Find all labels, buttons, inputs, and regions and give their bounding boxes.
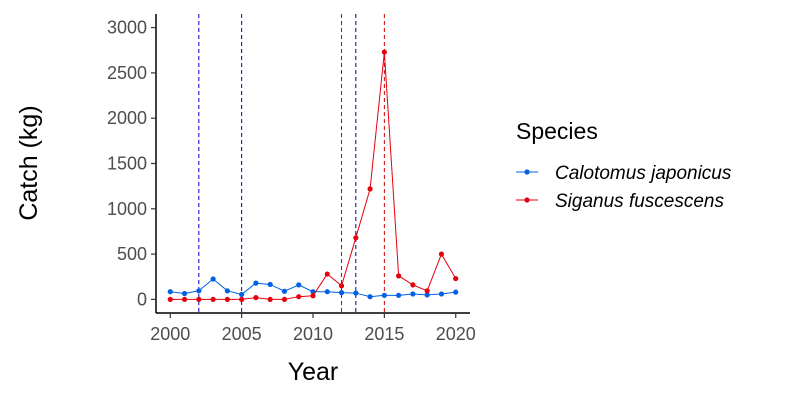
- ticks: 2000 2005 2010 2015 2020 0 500 1000 1500 2000 2500…: [107, 18, 476, 344]
- data-point-siganus-fuscescens-2004: [224, 296, 230, 303]
- series-line-siganus-fuscescens: [170, 52, 457, 300]
- y-tick-label-2500: 2500: [107, 63, 147, 83]
- data-point-siganus-fuscescens-2002: [196, 296, 202, 303]
- data-point-calotomus-japonicus-2014: [367, 294, 373, 300]
- data-point-calotomus-japonicus-2008: [281, 288, 288, 294]
- data-point-siganus-fuscescens-2018: [424, 288, 430, 294]
- legend-item-siganus-fuscescens: Siganus fuscescens: [516, 191, 724, 212]
- y-tick-label-3000: 3000: [107, 18, 147, 38]
- data-point-calotomus-japonicus-2013: [353, 290, 359, 296]
- data-point-siganus-fuscescens-2015: [381, 49, 387, 55]
- data-point-calotomus-japonicus-2000: [167, 289, 173, 295]
- y-tick-label-0: 0: [137, 289, 147, 309]
- data-point-siganus-fuscescens-2010: [310, 293, 316, 299]
- legend-label-calotomus-japonicus: Calotomus japonicus: [555, 163, 732, 184]
- data-point-siganus-fuscescens-2019: [438, 251, 445, 257]
- legend-key-point-siganus-fuscescens: [524, 197, 530, 203]
- data-point-calotomus-japonicus-2011: [324, 289, 330, 295]
- data-point-siganus-fuscescens-2016: [396, 273, 402, 279]
- data-point-calotomus-japonicus-2017: [410, 291, 416, 297]
- data-point-calotomus-japonicus-2003: [210, 276, 216, 282]
- legend-item-calotomus-japonicus: Calotomus japonicus: [516, 163, 732, 184]
- data-point-siganus-fuscescens-2006: [253, 294, 259, 301]
- data-point-calotomus-japonicus-2020: [453, 289, 459, 295]
- data-point-siganus-fuscescens-2013: [353, 235, 359, 241]
- legend-title: Species: [516, 118, 598, 144]
- y-tick-label-2000: 2000: [107, 108, 147, 128]
- data-point-siganus-fuscescens-2007: [267, 296, 273, 303]
- data-point-calotomus-japonicus-2018: [424, 292, 430, 298]
- data-point-calotomus-japonicus-2009: [296, 282, 302, 288]
- legend-key-point-calotomus-japonicus: [524, 169, 530, 175]
- legend-items: Calotomus japonicus Siganus fuscescens: [516, 163, 732, 212]
- data-point-calotomus-japonicus-2012: [338, 290, 345, 296]
- data-point-calotomus-japonicus-2005: [239, 291, 245, 298]
- data-point-calotomus-japonicus-2004: [224, 288, 230, 294]
- data-point-calotomus-japonicus-2001: [181, 290, 188, 297]
- data-point-siganus-fuscescens-2011: [324, 271, 330, 277]
- x-tick-label-2010: 2010: [293, 324, 333, 344]
- legend-label-siganus-fuscescens: Siganus fuscescens: [555, 191, 724, 212]
- axes: [155, 14, 470, 314]
- x-axis-title: Year: [288, 358, 339, 386]
- x-tick-label-2020: 2020: [436, 324, 476, 344]
- data-point-calotomus-japonicus-2019: [438, 291, 445, 297]
- data-point-siganus-fuscescens-2014: [367, 186, 373, 192]
- x-tick-label-2015: 2015: [364, 324, 404, 344]
- data-point-siganus-fuscescens-2020: [453, 275, 459, 282]
- data-point-siganus-fuscescens-2000: [167, 296, 173, 303]
- y-tick-label-500: 500: [117, 244, 147, 264]
- data-point-siganus-fuscescens-2009: [296, 294, 302, 300]
- data-point-siganus-fuscescens-2001: [181, 296, 188, 303]
- data-point-siganus-fuscescens-2005: [239, 296, 245, 303]
- data-point-calotomus-japonicus-2002: [196, 288, 202, 294]
- y-tick-label-1000: 1000: [107, 199, 147, 219]
- x-tick-label-2000: 2000: [150, 324, 190, 344]
- data-point-siganus-fuscescens-2017: [410, 282, 416, 288]
- y-tick-label-1500: 1500: [107, 154, 147, 174]
- data-point-calotomus-japonicus-2015: [381, 292, 387, 298]
- data-point-siganus-fuscescens-2003: [210, 296, 216, 303]
- data-point-calotomus-japonicus-2006: [253, 280, 259, 286]
- reference-lines: [198, 14, 385, 313]
- data-point-siganus-fuscescens-2008: [281, 296, 288, 303]
- data-point-siganus-fuscescens-2012: [338, 283, 345, 289]
- data-point-calotomus-japonicus-2016: [396, 292, 402, 298]
- x-tick-label-2005: 2005: [222, 324, 262, 344]
- data-point-calotomus-japonicus-2007: [267, 281, 273, 288]
- legend: Species Calotomus japonicus Siganus fusce…: [516, 118, 732, 212]
- series-layer: [167, 49, 459, 303]
- y-axis-title: Catch (kg): [15, 105, 43, 220]
